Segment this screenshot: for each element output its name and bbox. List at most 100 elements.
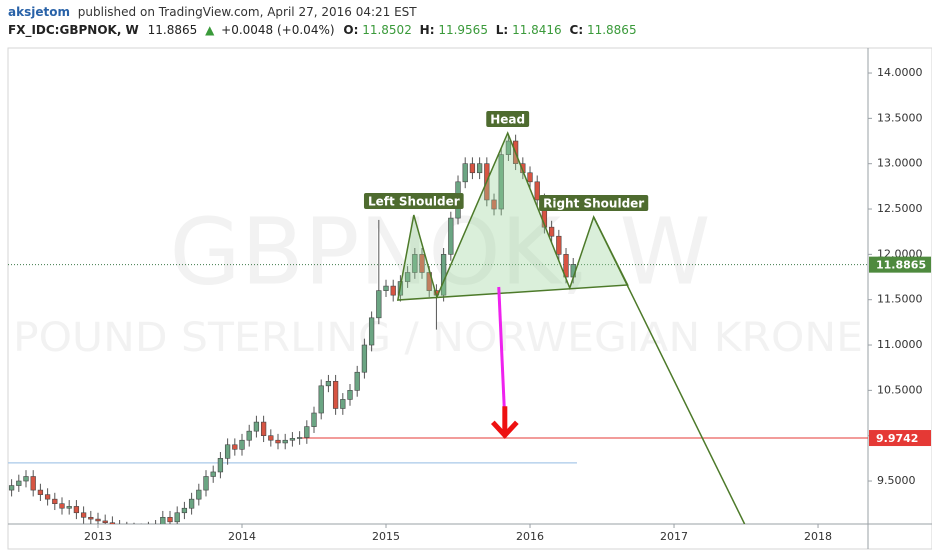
open-value: 11.8502 — [362, 23, 412, 37]
plot-area — [8, 131, 868, 524]
candle-body — [37, 489, 44, 495]
y-tick-label: 13.0000 — [877, 157, 923, 170]
candle-body — [304, 426, 310, 438]
y-tick-label: 11.0000 — [877, 338, 923, 351]
annotation-box — [486, 111, 530, 128]
frame — [7, 47, 932, 550]
low-value: 11.8416 — [512, 23, 562, 37]
price-tag — [869, 256, 931, 273]
candle-body — [448, 217, 454, 255]
candle-body — [469, 163, 476, 174]
candle-body — [368, 317, 375, 346]
candle-body — [376, 290, 382, 319]
candle-body — [16, 480, 22, 486]
x-tick-label: 2014 — [228, 530, 256, 543]
candle-body — [282, 439, 288, 444]
y-tick-label: 11.5000 — [877, 293, 923, 306]
x-tick-label: 2015 — [372, 530, 400, 543]
candle-body — [534, 181, 540, 201]
candle-body — [160, 516, 166, 524]
annotation-box — [363, 193, 464, 210]
candle-body — [491, 199, 497, 210]
price-tag-label: 11.8865 — [876, 259, 926, 272]
candle-body — [232, 444, 238, 450]
published: published on TradingView.com, April 27, … — [78, 5, 418, 19]
candle-body — [196, 489, 202, 500]
candle-body — [66, 506, 72, 509]
y-tick-label: 10.5000 — [877, 383, 923, 396]
x-tick-label: 2016 — [516, 530, 544, 543]
candle-body — [354, 371, 360, 391]
y-tick-label: 14.0000 — [877, 66, 923, 79]
open-label: O: — [343, 23, 358, 37]
close-label: C: — [570, 23, 584, 37]
candle-body — [548, 226, 555, 237]
y-tick-label: 9.5000 — [877, 474, 916, 487]
y-tick-label: 13.5000 — [877, 111, 923, 124]
header-line-2: FX_IDC:GBPNOK, W 11.8865 ▲ +0.0048 (+0.0… — [8, 23, 637, 38]
candle-body — [59, 503, 65, 509]
candle-body — [88, 516, 94, 520]
candle-body — [52, 498, 58, 504]
candle-body — [556, 235, 562, 255]
candle-body — [340, 399, 346, 409]
candle-body — [210, 471, 216, 477]
candle-body — [188, 498, 195, 509]
candle-body — [476, 163, 483, 174]
candle-body — [203, 476, 209, 491]
close-value: 11.8865 — [587, 23, 637, 37]
y-tick-label: 12.5000 — [877, 202, 923, 215]
annotation-box — [539, 195, 649, 212]
candle-body — [44, 494, 51, 500]
candle-body — [73, 506, 80, 514]
x-tick-label: 2018 — [804, 530, 832, 543]
candle-body — [412, 254, 418, 273]
candle-body — [95, 518, 101, 522]
candle-body — [30, 476, 36, 491]
candle-body — [275, 439, 281, 444]
low-label: L: — [496, 23, 508, 37]
candle-body — [23, 476, 29, 482]
candle-body — [505, 140, 512, 155]
candle-body — [498, 154, 504, 210]
x-tick-label: 2017 — [660, 530, 688, 543]
annotation-label: Head — [490, 113, 525, 127]
author: aksjetom — [8, 5, 70, 19]
candle-body — [253, 421, 260, 432]
high-label: H: — [420, 23, 435, 37]
candle-body — [268, 435, 274, 441]
candle-body — [174, 512, 180, 523]
overlay: 9.500010.000010.500011.000011.500012.000… — [84, 66, 931, 543]
watermark-symbol: GBPNOK, W — [170, 198, 711, 305]
candle-body — [390, 285, 396, 296]
candle-body — [527, 172, 533, 183]
target-arrow — [497, 286, 507, 421]
candle-body — [318, 385, 324, 414]
candle-body — [260, 421, 267, 436]
price-tag-label: 9.9742 — [876, 432, 918, 445]
price-tag — [869, 430, 931, 447]
candle-body — [239, 439, 245, 450]
symbol: FX_IDC:GBPNOK, W — [8, 23, 139, 38]
candle-body — [311, 412, 317, 427]
annotation-label: Left Shoulder — [368, 195, 460, 209]
arrow-head — [490, 420, 519, 439]
candle-body — [109, 522, 116, 524]
candle-body — [217, 458, 224, 473]
candle-body — [419, 254, 425, 273]
candle-body — [325, 380, 332, 387]
last-price: 11.8865 — [148, 23, 198, 37]
candle-body — [167, 516, 173, 523]
candle-body — [296, 437, 303, 439]
change-arrow: ▲ — [205, 23, 215, 37]
candle-body — [361, 344, 368, 373]
candle-body — [8, 485, 15, 491]
watermark-name: POUND STERLING / NORWEGIAN KRONE — [13, 315, 863, 361]
candle-body — [462, 163, 468, 183]
candle-body — [102, 520, 108, 524]
high-value: 11.9565 — [438, 23, 488, 37]
annotation-label: Right Shoulder — [543, 197, 644, 211]
candle-body — [224, 444, 231, 459]
